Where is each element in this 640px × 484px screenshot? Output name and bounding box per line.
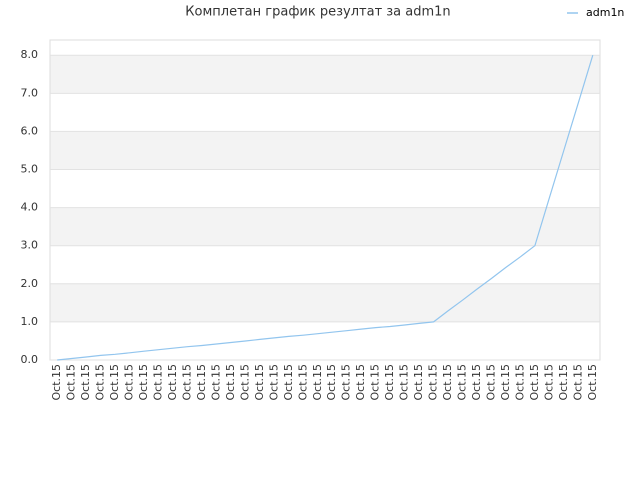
x-tick-label: Oct.15 (571, 364, 584, 401)
x-tick-label: Oct.15 (79, 364, 92, 401)
x-tick-label: Oct.15 (528, 364, 541, 401)
x-tick-label: Oct.15 (181, 364, 194, 401)
x-tick-label: Oct.15 (253, 364, 266, 401)
x-tick-label: Oct.15 (354, 364, 367, 401)
x-tick-label: Oct.15 (325, 364, 338, 401)
data-line (57, 55, 594, 361)
x-tick-label: Oct.15 (499, 364, 512, 401)
y-tick-label: 8.0 (21, 48, 39, 61)
x-tick-label: Oct.15 (238, 364, 251, 401)
x-tick-label: Oct.15 (224, 364, 237, 401)
x-tick-label: Oct.15 (513, 364, 526, 401)
x-tick-label: Oct.15 (398, 364, 411, 401)
x-tick-label: Oct.15 (542, 364, 555, 401)
x-tick-label: Oct.15 (441, 364, 454, 401)
legend-label: adm1n (586, 6, 624, 19)
x-tick-label: Oct.15 (296, 364, 309, 401)
x-tick-label: Oct.15 (470, 364, 483, 401)
y-tick-label: 6.0 (21, 124, 39, 137)
x-tick-label: Oct.15 (209, 364, 222, 401)
y-tick-label: 4.0 (21, 201, 39, 214)
y-tick-label: 7.0 (21, 86, 39, 99)
x-tick-label: Oct.15 (586, 364, 599, 401)
y-tick-label: 3.0 (21, 239, 39, 252)
x-tick-label: Oct.15 (412, 364, 425, 401)
y-tick-label: 5.0 (21, 163, 39, 176)
x-tick-label: Oct.15 (267, 364, 280, 401)
x-tick-label: Oct.15 (282, 364, 295, 401)
x-tick-label: Oct.15 (311, 364, 324, 401)
y-tick-label: 2.0 (21, 277, 39, 290)
x-tick-label: Oct.15 (123, 364, 136, 401)
y-tick-label: 1.0 (21, 315, 39, 328)
x-tick-label: Oct.15 (340, 364, 353, 401)
x-tick-label: Oct.15 (137, 364, 150, 401)
x-tick-label: Oct.15 (456, 364, 469, 401)
x-tick-label: Oct.15 (65, 364, 78, 401)
x-tick-label: Oct.15 (484, 364, 497, 401)
x-tick-label: Oct.15 (50, 364, 63, 401)
grid-band (50, 207, 600, 246)
x-tick-label: Oct.15 (383, 364, 396, 401)
x-tick-label: Oct.15 (108, 364, 121, 401)
y-tick-label: 0.0 (21, 353, 39, 366)
x-tick-label: Oct.15 (152, 364, 165, 401)
x-tick-label: Oct.15 (166, 364, 179, 401)
grid-band (50, 283, 600, 322)
x-tick-label: Oct.15 (427, 364, 440, 401)
chart-title: Комплетан график резултат за adm1n (185, 5, 450, 20)
x-tick-label: Oct.15 (369, 364, 382, 401)
x-tick-label: Oct.15 (195, 364, 208, 401)
x-tick-label: Oct.15 (557, 364, 570, 401)
x-tick-label: Oct.15 (94, 364, 107, 401)
grid-band (50, 131, 600, 170)
grid-band (50, 55, 600, 94)
